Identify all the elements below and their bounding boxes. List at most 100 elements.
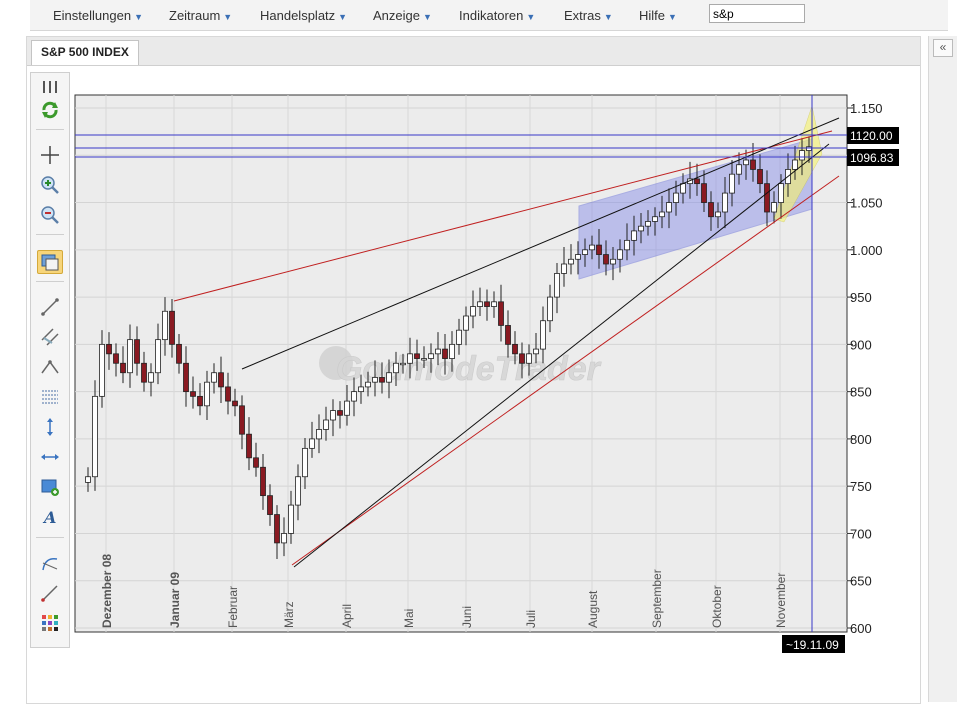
- grip-icon[interactable]: [37, 75, 63, 99]
- candle-body: [281, 533, 287, 544]
- x-month-label: August: [586, 590, 600, 628]
- fibonacci-icon[interactable]: [37, 385, 63, 409]
- zoom-in-icon[interactable]: [37, 173, 63, 197]
- trend-lines: [173, 117, 840, 568]
- candle-body: [729, 173, 735, 194]
- candle-body: [134, 339, 140, 364]
- candle-body: [512, 343, 518, 355]
- candle-body: [113, 353, 119, 364]
- candle-body: [638, 225, 644, 232]
- candle-body: [148, 372, 154, 383]
- y-tick-label: 1.000: [850, 243, 883, 258]
- menu-hilfe[interactable]: Hilfe ▼: [639, 8, 677, 23]
- x-month-label: Mai: [402, 609, 416, 628]
- x-month-label: Januar 09: [168, 572, 182, 628]
- candle-body: [722, 192, 728, 213]
- candle-body: [645, 221, 651, 227]
- candle-body: [204, 381, 210, 407]
- candle-body: [323, 419, 329, 430]
- candle-body: [652, 216, 658, 222]
- plot-area: [74, 94, 848, 633]
- candle-body: [533, 348, 539, 355]
- candle-body: [554, 273, 560, 298]
- ray-icon[interactable]: [37, 581, 63, 605]
- price-label-1120: 1120.00: [847, 127, 899, 144]
- angle-icon[interactable]: [37, 355, 63, 379]
- text-icon[interactable]: A: [37, 505, 63, 529]
- candle-body: [589, 244, 595, 251]
- candle-body: [456, 329, 462, 345]
- candle-body: [435, 348, 441, 355]
- candle-body: [344, 400, 350, 416]
- palette-icon[interactable]: [37, 611, 63, 635]
- candle-body: [386, 372, 392, 383]
- rectangle-icon[interactable]: [37, 475, 63, 499]
- x-month-label: Juli: [524, 610, 538, 628]
- candle-body: [603, 254, 609, 265]
- price-chart[interactable]: Dezember 08 Januar 09 Februar März April Mai J…: [74, 94, 904, 656]
- search-input[interactable]: [709, 4, 805, 23]
- candle-body: [750, 159, 756, 170]
- menu-einstellungen[interactable]: Einstellungen ▼: [53, 8, 143, 23]
- candle-body: [365, 381, 371, 388]
- date-label: ~19.11.09: [782, 635, 845, 653]
- candle-body: [582, 249, 588, 255]
- candle-body: [183, 362, 189, 393]
- y-tick-label: 750: [850, 479, 872, 494]
- trendline-icon[interactable]: [37, 295, 63, 319]
- upper-black-trendline: [241, 117, 840, 370]
- price-label-text: 1120.00: [850, 129, 893, 143]
- tab-sp500[interactable]: S&P 500 INDEX: [31, 40, 139, 65]
- collapse-panel-button[interactable]: «: [933, 39, 953, 57]
- crosshair-icon[interactable]: [37, 143, 63, 167]
- y-tick-label: 1.050: [850, 196, 883, 211]
- candle-body: [92, 395, 98, 478]
- dropdown-arrow-icon: ▼: [338, 12, 348, 22]
- candle-body: [295, 476, 301, 506]
- dropdown-arrow-icon: ▼: [526, 12, 536, 22]
- toolbar-separator: [36, 129, 64, 130]
- dropdown-arrow-icon: ▼: [134, 12, 143, 22]
- menu-handelsplatz[interactable]: Handelsplatz ▼: [260, 8, 347, 23]
- candle-body: [197, 395, 203, 407]
- refresh-icon[interactable]: [37, 98, 63, 122]
- zoom-out-icon[interactable]: [37, 203, 63, 227]
- candle-body: [428, 353, 434, 359]
- candle-body: [442, 348, 448, 359]
- toolbar-separator: [36, 537, 64, 538]
- candle-body: [792, 159, 798, 170]
- candle-body: [302, 447, 308, 478]
- candle-body: [778, 183, 784, 203]
- toolbar-separator: [36, 234, 64, 235]
- candle-body: [288, 504, 294, 534]
- candle-body: [358, 386, 364, 393]
- horizontal-line-icon[interactable]: [37, 445, 63, 469]
- candle-body: [694, 178, 700, 185]
- candle-body: [400, 362, 406, 366]
- candle-body: [463, 315, 469, 331]
- candle-body: [372, 377, 378, 383]
- menu-extras[interactable]: Extras ▼: [564, 8, 613, 23]
- menu-indikatoren[interactable]: Indikatoren ▼: [459, 8, 535, 23]
- candle-body: [484, 301, 490, 307]
- menu-zeitraum[interactable]: Zeitraum ▼: [169, 8, 232, 23]
- price-label-text: 1096.83: [850, 151, 894, 165]
- dropdown-arrow-icon: ▼: [223, 12, 233, 22]
- channel-icon[interactable]: [37, 325, 63, 349]
- watermark-text: GodmodeTrader: [336, 350, 602, 388]
- candle-body: [407, 353, 413, 364]
- candle-body: [246, 433, 252, 459]
- candle-body: [610, 258, 616, 265]
- double-chevron-left-icon: «: [939, 40, 947, 54]
- overlay-icon[interactable]: [37, 250, 63, 274]
- lower-black-trendline: [293, 143, 830, 568]
- candle-body: [659, 211, 665, 218]
- tab-strip: S&P 500 INDEX: [27, 37, 920, 66]
- arc-icon[interactable]: [37, 551, 63, 575]
- menu-anzeige[interactable]: Anzeige ▼: [373, 8, 432, 23]
- vertical-line-icon[interactable]: [37, 415, 63, 439]
- candle-body: [666, 202, 672, 213]
- candle-body: [351, 391, 357, 402]
- candle-body: [309, 438, 315, 449]
- candle-body: [617, 249, 623, 260]
